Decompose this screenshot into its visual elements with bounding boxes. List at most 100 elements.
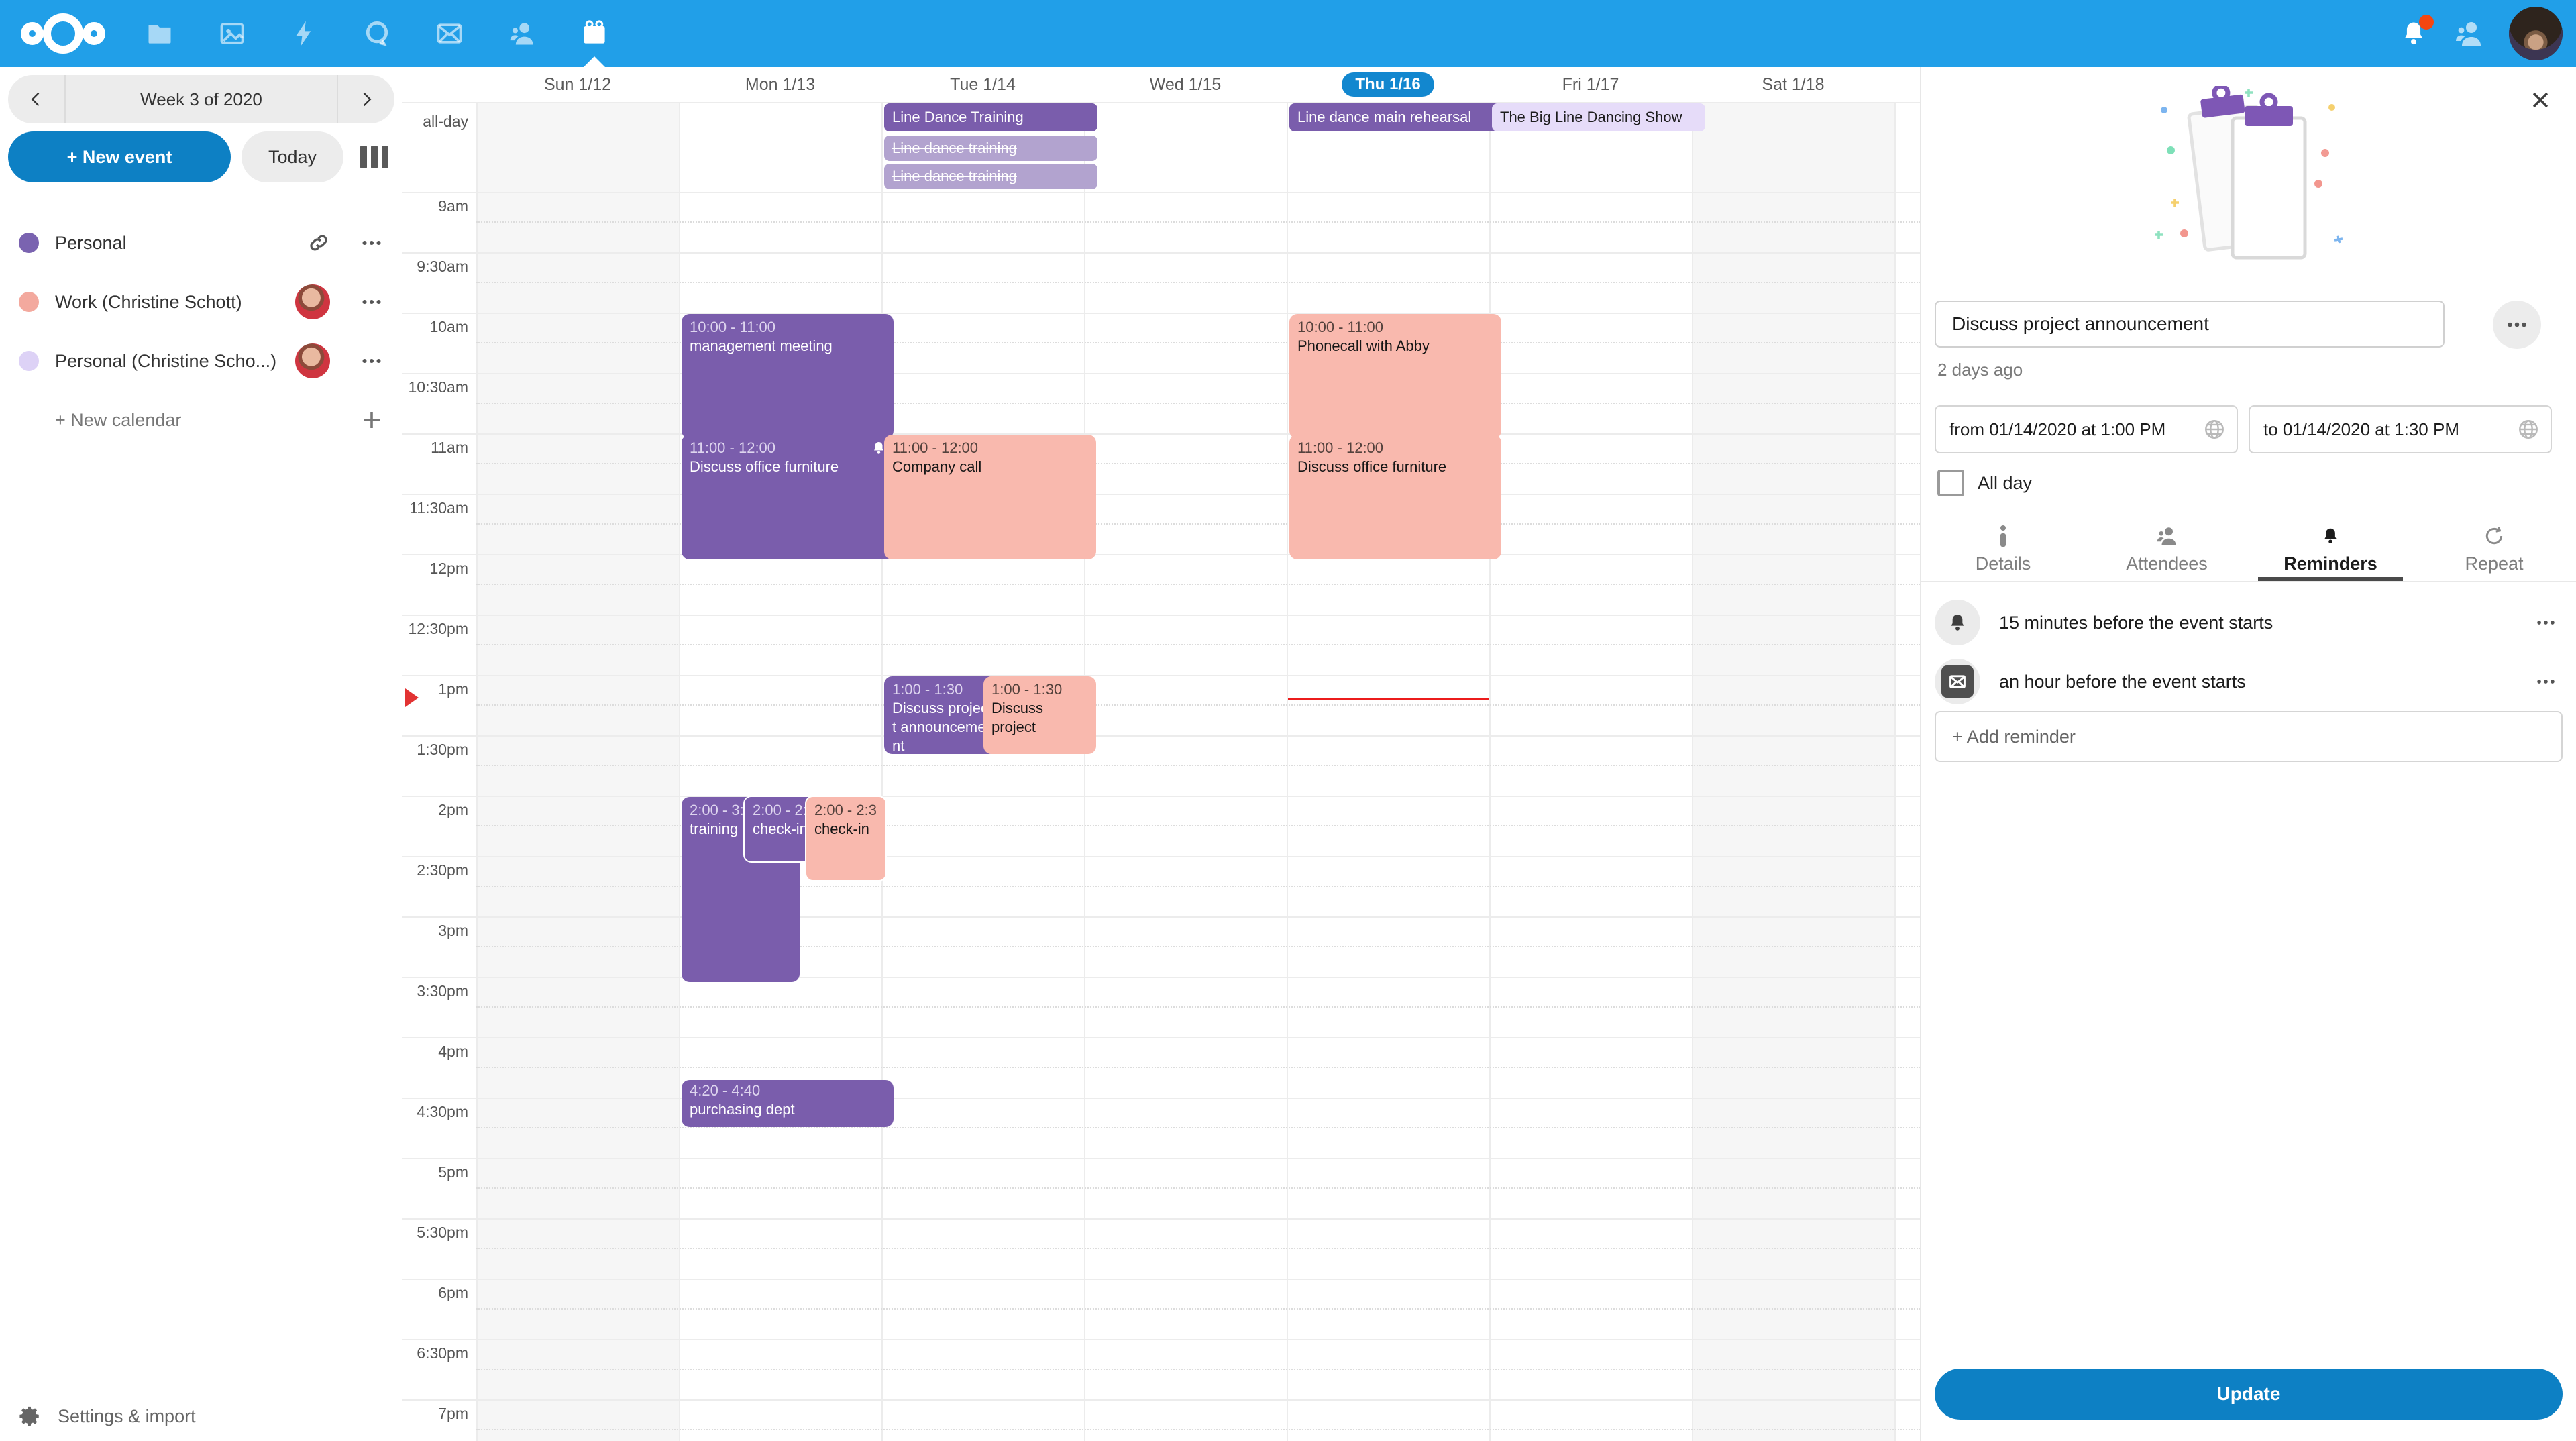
- time-grid-lines: [402, 192, 1920, 1441]
- update-button[interactable]: Update: [1935, 1369, 2563, 1420]
- talk-icon[interactable]: [341, 0, 413, 67]
- event-purchasing-dept[interactable]: 4:20 - 4:40 purchasing dept: [682, 1080, 894, 1127]
- calendar-menu-icon[interactable]: [360, 349, 384, 373]
- app-icon-row: [123, 0, 631, 67]
- nextcloud-logo-icon[interactable]: [21, 12, 105, 55]
- notification-bell-icon[interactable]: [2399, 15, 2434, 48]
- close-icon[interactable]: [2529, 89, 2552, 111]
- add-reminder-field[interactable]: + Add reminder: [1935, 711, 2563, 762]
- day-header-sat[interactable]: Sat 1/18: [1762, 74, 1825, 94]
- calendar-item-work-christine[interactable]: Work (Christine Schott): [0, 272, 402, 331]
- files-icon[interactable]: [123, 0, 196, 67]
- day-header-fri[interactable]: Fri 1/17: [1562, 74, 1619, 94]
- shared-by-avatar: [295, 284, 330, 319]
- reminder-item[interactable]: 15 minutes before the event starts: [1935, 593, 2563, 652]
- event-actions-menu-icon[interactable]: [2493, 301, 2541, 349]
- calendar-menu-icon[interactable]: [360, 231, 384, 255]
- calendar-color-dot: [19, 292, 39, 312]
- calendar-sidebar: Week 3 of 2020 + New event Today Persona…: [0, 67, 404, 1441]
- reminder-menu-icon[interactable]: [2529, 665, 2563, 698]
- day-header-thu-today[interactable]: Thu 1/16: [1287, 67, 1489, 102]
- view-mode-icon[interactable]: [354, 131, 394, 182]
- event-company-call[interactable]: 11:00 - 12:00 Company call: [884, 435, 1096, 559]
- share-link-icon[interactable]: [307, 231, 330, 254]
- quarter-line: [476, 221, 1920, 223]
- week-navigator: Week 3 of 2020: [8, 75, 394, 123]
- quarter-line: [476, 1429, 1920, 1430]
- new-calendar-label: + New calendar: [55, 409, 182, 430]
- spacer-dot: [19, 410, 39, 430]
- time-label: 12pm: [429, 559, 468, 577]
- new-calendar-button[interactable]: + New calendar: [0, 390, 402, 449]
- tab-attendees[interactable]: Attendees: [2085, 518, 2249, 581]
- quarter-line: [476, 1067, 1920, 1068]
- timezone-globe-icon[interactable]: [2203, 418, 2226, 441]
- contacts-menu-icon[interactable]: [2453, 17, 2485, 50]
- all-day-checkbox[interactable]: [1937, 470, 1964, 496]
- sidebar-button-row: + New event Today: [8, 131, 394, 182]
- event-discuss-project[interactable]: 1:00 - 1:30 Discuss project: [983, 676, 1096, 754]
- tab-repeat[interactable]: Repeat: [2412, 518, 2576, 581]
- calendar-item-label: Personal (Christine Scho...): [55, 350, 277, 371]
- quarter-line: [476, 644, 1920, 645]
- new-event-button[interactable]: + New event: [8, 131, 231, 182]
- header-right-controls: [2399, 0, 2563, 67]
- calendar-item-personal-christine[interactable]: Personal (Christine Scho...): [0, 331, 402, 390]
- quarter-line: [476, 282, 1920, 283]
- calendar-menu-icon[interactable]: [360, 290, 384, 314]
- tab-reminders[interactable]: Reminders: [2249, 518, 2412, 581]
- end-datetime-field[interactable]: to 01/14/2020 at 1:30 PM: [2249, 405, 2552, 453]
- event-discuss-office-furniture-mon[interactable]: 11:00 - 12:00 Discuss office furniture: [682, 435, 894, 559]
- time-label: 11:30am: [409, 499, 468, 517]
- allday-event[interactable]: The Big Line Dancing Show: [1492, 103, 1705, 131]
- user-avatar[interactable]: [2509, 7, 2563, 60]
- previous-week-button[interactable]: [8, 75, 64, 123]
- day-header-wed[interactable]: Wed 1/15: [1149, 74, 1222, 94]
- gear-icon: [19, 1406, 39, 1426]
- day-header-tue[interactable]: Tue 1/14: [950, 74, 1016, 94]
- time-label: 12:30pm: [408, 620, 468, 637]
- all-day-checkbox-row[interactable]: All day: [1937, 470, 2032, 496]
- calendar-icon[interactable]: [558, 0, 631, 67]
- reminder-menu-icon[interactable]: [2529, 606, 2563, 639]
- allday-event-declined[interactable]: Line dance training: [884, 136, 1097, 161]
- time-label: 11am: [431, 439, 468, 456]
- activity-icon[interactable]: [268, 0, 341, 67]
- time-label: 1pm: [438, 680, 468, 698]
- event-management-meeting[interactable]: 10:00 - 11:00 management meeting: [682, 314, 894, 439]
- day-header-sun[interactable]: Sun 1/12: [543, 74, 612, 94]
- allday-event[interactable]: Line Dance Training: [884, 103, 1097, 131]
- time-label: 9am: [438, 197, 468, 215]
- tab-details[interactable]: Details: [1921, 518, 2085, 581]
- reminder-item[interactable]: an hour before the event starts: [1935, 652, 2563, 711]
- day-header-mon[interactable]: Mon 1/13: [745, 74, 816, 94]
- allday-event-declined[interactable]: Line dance training: [884, 164, 1097, 189]
- contacts-icon[interactable]: [486, 0, 558, 67]
- reminder-text: 15 minutes before the event starts: [1999, 612, 2273, 633]
- time-label: 1:30pm: [417, 741, 468, 758]
- today-button[interactable]: Today: [241, 131, 343, 182]
- info-icon: [1999, 525, 2007, 547]
- event-phonecall-with-abby[interactable]: 10:00 - 11:00 Phonecall with Abby: [1289, 314, 1501, 439]
- start-datetime-field[interactable]: from 01/14/2020 at 1:00 PM: [1935, 405, 2238, 453]
- week-view-grid: Sun 1/12 Mon 1/13 Tue 1/14 Wed 1/15 Thu …: [402, 67, 1920, 1441]
- end-datetime-value: to 01/14/2020 at 1:30 PM: [2263, 419, 2459, 439]
- quarter-line: [476, 403, 1920, 404]
- photos-icon[interactable]: [196, 0, 268, 67]
- timezone-globe-icon[interactable]: [2517, 418, 2540, 441]
- quarter-line: [476, 1127, 1920, 1128]
- next-week-button[interactable]: [338, 75, 394, 123]
- time-label: 5:30pm: [417, 1224, 468, 1241]
- event-title-input[interactable]: [1935, 301, 2445, 348]
- allday-event[interactable]: Line dance main rehearsal: [1289, 103, 1503, 131]
- calendar-item-personal[interactable]: Personal: [0, 213, 402, 272]
- calendar-color-dot: [19, 233, 39, 253]
- week-label[interactable]: Week 3 of 2020: [64, 75, 338, 123]
- mail-icon[interactable]: [413, 0, 486, 67]
- event-discuss-office-furniture-thu[interactable]: 11:00 - 12:00 Discuss office furniture: [1289, 435, 1501, 559]
- start-datetime-value: from 01/14/2020 at 1:00 PM: [1949, 419, 2166, 439]
- alarm-bell-icon: [871, 440, 887, 456]
- settings-import-button[interactable]: Settings & import: [19, 1405, 196, 1428]
- event-discuss-project-announcement[interactable]: 1:00 - 1:30 Discuss project announcement: [884, 676, 997, 754]
